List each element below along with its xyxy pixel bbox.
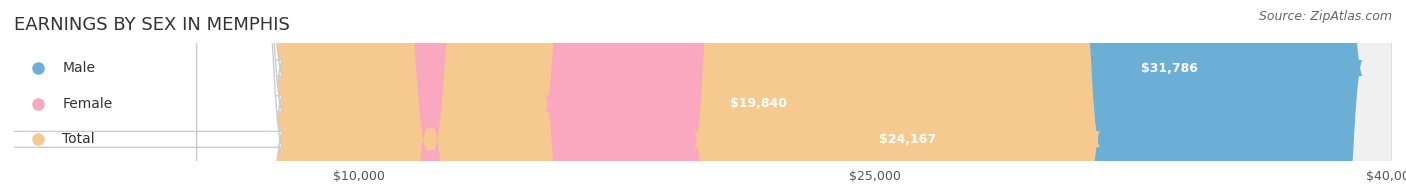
FancyBboxPatch shape — [14, 0, 1392, 196]
Text: $24,167: $24,167 — [879, 133, 936, 146]
FancyBboxPatch shape — [14, 0, 1392, 196]
Text: $19,840: $19,840 — [730, 97, 787, 110]
FancyBboxPatch shape — [546, 0, 952, 196]
FancyBboxPatch shape — [695, 0, 1101, 196]
Text: EARNINGS BY SEX IN MEMPHIS: EARNINGS BY SEX IN MEMPHIS — [14, 16, 290, 34]
Text: Source: ZipAtlas.com: Source: ZipAtlas.com — [1258, 10, 1392, 23]
FancyBboxPatch shape — [0, 0, 283, 196]
FancyBboxPatch shape — [14, 0, 1109, 196]
FancyBboxPatch shape — [14, 0, 1392, 196]
Text: Female: Female — [62, 97, 112, 111]
FancyBboxPatch shape — [0, 0, 283, 196]
Text: Male: Male — [62, 61, 96, 75]
FancyBboxPatch shape — [0, 0, 283, 196]
Text: $31,786: $31,786 — [1142, 62, 1198, 74]
FancyBboxPatch shape — [14, 0, 846, 196]
FancyBboxPatch shape — [956, 0, 1362, 196]
Text: Total: Total — [62, 132, 96, 146]
FancyBboxPatch shape — [14, 0, 697, 196]
